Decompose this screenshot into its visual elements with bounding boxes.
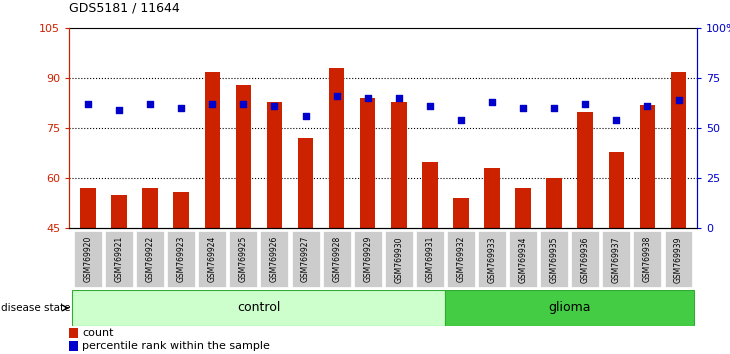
Text: GDS5181 / 11644: GDS5181 / 11644 [69, 1, 180, 14]
FancyBboxPatch shape [540, 231, 568, 287]
Text: GSM769931: GSM769931 [426, 236, 434, 282]
Bar [69, 327, 79, 338]
Text: GSM769939: GSM769939 [674, 236, 683, 282]
Point [269, 103, 280, 109]
Text: GSM769929: GSM769929 [364, 236, 372, 282]
Point [237, 102, 249, 107]
Text: GSM769921: GSM769921 [115, 236, 123, 282]
Bar [547, 178, 562, 228]
Bar [298, 138, 313, 228]
Text: control: control [237, 302, 280, 314]
Bar [515, 188, 531, 228]
Bar [80, 188, 96, 228]
Point [548, 105, 560, 111]
Bar [360, 98, 375, 228]
Text: GSM769920: GSM769920 [83, 236, 93, 282]
Text: GSM769923: GSM769923 [177, 236, 185, 282]
Bar [671, 72, 686, 228]
FancyBboxPatch shape [634, 231, 661, 287]
Bar [445, 290, 694, 326]
Bar [69, 341, 79, 351]
Text: GSM769938: GSM769938 [643, 236, 652, 282]
Text: GSM769925: GSM769925 [239, 236, 248, 282]
FancyBboxPatch shape [74, 231, 102, 287]
Bar [484, 169, 500, 228]
Text: GSM769928: GSM769928 [332, 236, 341, 282]
Bar [328, 68, 345, 228]
Point [300, 114, 312, 119]
FancyBboxPatch shape [167, 231, 195, 287]
Text: disease state: disease state [1, 303, 70, 313]
Text: GSM769933: GSM769933 [488, 236, 496, 282]
Bar [609, 152, 624, 228]
Text: glioma: glioma [548, 302, 591, 314]
FancyBboxPatch shape [509, 231, 537, 287]
Text: GSM769930: GSM769930 [394, 236, 403, 282]
Text: GSM769922: GSM769922 [146, 236, 155, 282]
Bar [422, 162, 438, 228]
Point [393, 96, 404, 101]
Text: GSM769924: GSM769924 [208, 236, 217, 282]
FancyBboxPatch shape [447, 231, 475, 287]
FancyBboxPatch shape [602, 231, 630, 287]
Bar [72, 290, 445, 326]
FancyBboxPatch shape [572, 231, 599, 287]
Bar [236, 85, 251, 228]
Point [113, 108, 125, 113]
Point [518, 105, 529, 111]
Point [486, 99, 498, 105]
Text: GSM769927: GSM769927 [301, 236, 310, 282]
Text: GSM769935: GSM769935 [550, 236, 558, 282]
FancyBboxPatch shape [354, 231, 382, 287]
FancyBboxPatch shape [291, 231, 320, 287]
Point [455, 118, 466, 123]
Point [207, 102, 218, 107]
FancyBboxPatch shape [478, 231, 506, 287]
FancyBboxPatch shape [199, 231, 226, 287]
Point [82, 102, 94, 107]
Bar [577, 112, 593, 228]
FancyBboxPatch shape [137, 231, 164, 287]
Bar [639, 105, 656, 228]
Bar [174, 192, 189, 228]
Point [672, 97, 684, 103]
FancyBboxPatch shape [105, 231, 133, 287]
Point [362, 96, 374, 101]
FancyBboxPatch shape [664, 231, 693, 287]
Bar [142, 188, 158, 228]
Bar [266, 102, 283, 228]
Point [175, 105, 187, 111]
Text: percentile rank within the sample: percentile rank within the sample [82, 341, 270, 351]
Text: GSM769934: GSM769934 [518, 236, 528, 282]
Text: GSM769936: GSM769936 [581, 236, 590, 282]
Text: GSM769926: GSM769926 [270, 236, 279, 282]
Bar [453, 198, 469, 228]
FancyBboxPatch shape [385, 231, 412, 287]
Bar [204, 72, 220, 228]
Text: count: count [82, 327, 114, 338]
Point [642, 103, 653, 109]
FancyBboxPatch shape [229, 231, 258, 287]
Point [610, 118, 622, 123]
Point [145, 102, 156, 107]
FancyBboxPatch shape [416, 231, 444, 287]
Bar [111, 195, 127, 228]
Point [424, 103, 436, 109]
Bar [391, 102, 407, 228]
FancyBboxPatch shape [323, 231, 350, 287]
Point [331, 93, 342, 99]
Point [580, 102, 591, 107]
Text: GSM769932: GSM769932 [456, 236, 466, 282]
Text: GSM769937: GSM769937 [612, 236, 620, 282]
FancyBboxPatch shape [261, 231, 288, 287]
